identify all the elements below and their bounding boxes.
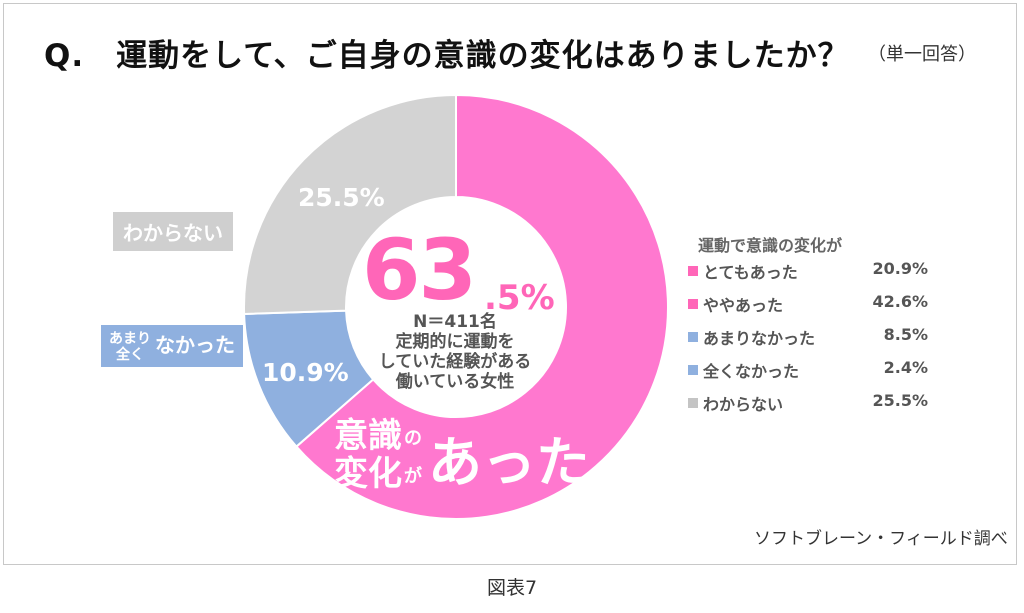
aware-label-2: 変化: [334, 454, 402, 494]
donut-slice-0: [295, 93, 669, 520]
callout-nakatta-small-2: 全く: [116, 346, 144, 363]
pct-nakatta: 10.9%: [262, 358, 349, 387]
pct-wakaranai: 25.5%: [298, 183, 385, 212]
legend-value: 8.5%: [883, 325, 928, 344]
callout-wakaranai: わからない: [113, 212, 233, 251]
center-line-2: していた経験がある: [378, 352, 532, 372]
legend: とてもあった 20.9% ややあった 42.6% あまりなかった 8.5% 全く…: [688, 259, 928, 424]
aware-label-1: 意識: [334, 416, 402, 456]
donut-slices: [243, 93, 669, 520]
callout-nakatta-small-1: あまり: [109, 330, 151, 347]
chart-title: Q. 運動をして、ご自身の意識の変化はありましたか？: [44, 38, 850, 74]
legend-title: 運動で意識の変化が: [698, 236, 843, 255]
legend-value: 20.9%: [872, 259, 928, 278]
callout-nakatta-small: あまり 全く: [109, 331, 151, 363]
legend-swatch: [688, 332, 698, 342]
source-credit: ソフトブレーン・フィールド調べ: [754, 529, 1008, 549]
center-big-number: 63: [362, 221, 477, 319]
legend-item: わからない 25.5%: [688, 391, 928, 424]
legend-label: とてもあった: [703, 263, 798, 282]
center-decimal: .5%: [484, 278, 555, 318]
aware-label-ga: が: [404, 466, 422, 487]
legend-swatch: [688, 398, 698, 408]
center-n: N＝411名: [413, 312, 497, 332]
legend-swatch: [688, 299, 698, 309]
center-line-3: 働いている女性: [395, 372, 515, 392]
legend-label: あまりなかった: [703, 329, 816, 348]
legend-item: 全くなかった 2.4%: [688, 358, 928, 391]
legend-value: 2.4%: [883, 358, 928, 377]
callout-nakatta: あまり 全く なかった: [101, 325, 243, 367]
legend-item: あまりなかった 8.5%: [688, 325, 928, 358]
legend-swatch: [688, 266, 698, 276]
aware-label-no: の: [404, 428, 422, 449]
center-line-1: 定期的に運動を: [395, 332, 515, 352]
legend-item: ややあった 42.6%: [688, 292, 928, 325]
donut-slice-2: [243, 93, 457, 316]
figure-label: 図表7: [486, 577, 538, 599]
legend-label: ややあった: [703, 296, 784, 315]
legend-value: 25.5%: [872, 391, 928, 410]
chart-subtitle: （単一回答）: [868, 44, 976, 65]
legend-item: とてもあった 20.9%: [688, 259, 928, 292]
aware-label-3: あった: [428, 431, 590, 494]
callout-nakatta-main: なかった: [155, 333, 235, 357]
legend-label: 全くなかった: [703, 362, 800, 381]
legend-swatch: [688, 365, 698, 375]
legend-value: 42.6%: [872, 292, 928, 311]
legend-label: わからない: [703, 395, 784, 414]
